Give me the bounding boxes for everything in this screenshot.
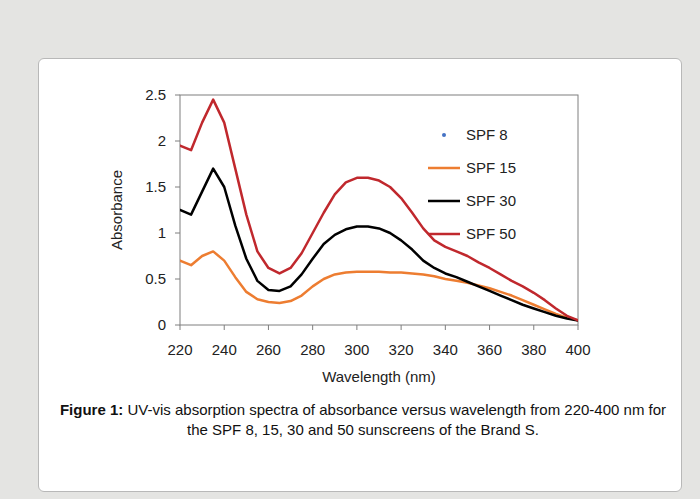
- y-tick-label: 1: [158, 224, 166, 241]
- caption-text: UV-vis absorption spectra of absorbance …: [127, 401, 666, 438]
- legend-swatch: [428, 233, 460, 236]
- legend-label: SPF 8: [466, 126, 508, 143]
- legend-label: SPF 30: [466, 192, 516, 209]
- y-tick-label: 0: [158, 316, 166, 333]
- legend-label: SPF 15: [466, 159, 516, 176]
- x-tick-label: 320: [389, 341, 414, 358]
- x-tick: [312, 325, 313, 330]
- x-tick-label: 340: [433, 341, 458, 358]
- x-tick-label: 360: [477, 341, 502, 358]
- y-tick-label: 1.5: [145, 178, 166, 195]
- x-tick-label: 220: [167, 341, 192, 358]
- legend-marker: [442, 133, 446, 137]
- x-tick: [401, 325, 402, 330]
- plot-area: [180, 100, 578, 321]
- x-tick-label: 380: [521, 341, 546, 358]
- caption: Figure 1: UV-vis absorption spectra of a…: [58, 400, 668, 440]
- y-tick: [175, 187, 180, 188]
- series-line: [180, 100, 578, 321]
- caption-label: Figure 1:: [60, 401, 123, 418]
- x-tick-label: 240: [212, 341, 237, 358]
- x-axis-title: Wavelength (nm): [322, 368, 436, 385]
- y-tick: [175, 95, 180, 96]
- x-tick: [224, 325, 225, 330]
- x-tick: [180, 325, 181, 330]
- x-tick: [356, 325, 357, 330]
- x-tick: [445, 325, 446, 330]
- x-tick: [533, 325, 534, 330]
- legend-label: SPF 50: [466, 225, 516, 242]
- x-tick-label: 280: [300, 341, 325, 358]
- x-tick: [578, 325, 579, 330]
- x-tick: [489, 325, 490, 330]
- series-line: [180, 251, 578, 320]
- y-tick: [175, 233, 180, 234]
- y-tick: [175, 325, 180, 326]
- x-tick: [268, 325, 269, 330]
- plot-frame: [180, 95, 578, 325]
- y-tick-label: 2: [158, 132, 166, 149]
- y-tick: [175, 279, 180, 280]
- y-tick-label: 0.5: [145, 270, 166, 287]
- y-tick: [175, 141, 180, 142]
- y-tick-label: 2.5: [145, 86, 166, 103]
- x-tick-label: 300: [344, 341, 369, 358]
- legend-swatch: [428, 200, 460, 203]
- x-tick-label: 260: [256, 341, 281, 358]
- y-axis-title: Absorbance: [108, 170, 125, 250]
- x-tick-label: 400: [565, 341, 590, 358]
- legend-swatch: [428, 167, 460, 170]
